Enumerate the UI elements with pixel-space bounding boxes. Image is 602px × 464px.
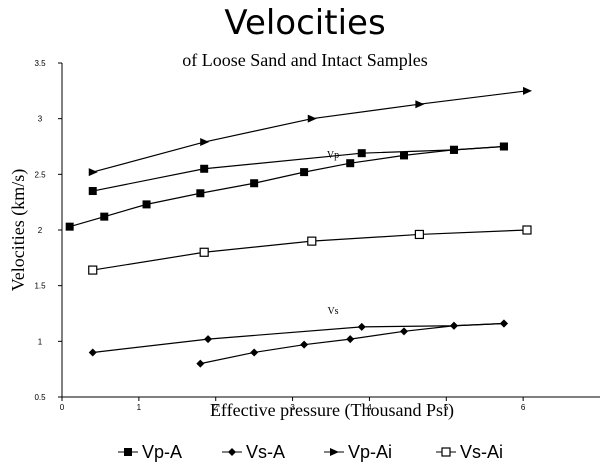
data-point-vp-ai: [88, 168, 98, 177]
data-point-vs-ai: [307, 236, 317, 246]
x-tick-label: 5: [444, 403, 449, 412]
x-tick-label: 2: [213, 403, 218, 412]
x-tick-label: 4: [367, 403, 372, 412]
data-point-vp-ai: [522, 86, 532, 95]
data-point-series-5: [499, 319, 508, 328]
data-point-vp-a: [100, 212, 109, 221]
legend-marker-vp-ai: [330, 448, 339, 456]
x-tick-label: 1: [137, 403, 142, 412]
data-point-vs-a: [400, 327, 409, 336]
y-tick-label: 3: [38, 115, 43, 124]
data-point-vp-ai: [415, 100, 425, 109]
legend-marker-vp-a: [124, 448, 132, 456]
legend-label-vs-ai: Vs-Ai: [460, 442, 503, 462]
data-point-series-4: [200, 164, 209, 173]
data-point-vs-a: [196, 359, 205, 368]
y-tick-label: 0.5: [34, 393, 46, 402]
data-point-vs-ai: [414, 229, 424, 240]
legend-marker-vs-a: [228, 448, 236, 456]
data-point-series-5: [357, 322, 366, 331]
data-point-series-5: [204, 335, 213, 344]
legend-marker-vs-ai: [441, 447, 451, 457]
data-point-vp-a: [196, 189, 205, 198]
y-tick-label: 1.5: [34, 282, 46, 291]
data-point-series-4: [88, 187, 97, 196]
data-point-series-5: [449, 321, 458, 330]
chart-subtitle: of Loose Sand and Intact Samples: [182, 50, 427, 70]
series-line-series-5: [92, 322, 504, 354]
data-point-series-4: [499, 142, 508, 151]
y-tick-label: 2.5: [34, 170, 46, 179]
series-line-vs-ai: [92, 229, 528, 271]
data-point-vp-ai: [200, 138, 210, 147]
data-point-vs-a: [300, 340, 309, 349]
chart-title: Velocities: [224, 3, 385, 43]
data-point-series-4: [357, 149, 366, 158]
legend: Vp-A Vs-A Vp-Ai Vs-Ai: [118, 442, 503, 462]
data-point-vp-ai: [307, 114, 317, 123]
data-point-vs-ai: [522, 225, 532, 235]
annotation-vs: Vs: [327, 306, 338, 317]
data-point-vs-a: [250, 348, 259, 357]
series-line-vp-a: [69, 145, 504, 228]
y-tick-label: 2: [38, 226, 43, 235]
data-point-vp-a: [300, 168, 309, 177]
legend-label-vs-a: Vs-A: [246, 442, 285, 462]
series-line-vp-ai: [92, 90, 528, 173]
series-line-vs-a: [200, 322, 504, 365]
data-point-vp-a: [400, 151, 409, 160]
data-point-vs-ai: [199, 247, 209, 257]
y-axis-label: Velocities (km/s): [8, 169, 29, 291]
y-tick-label: 3.5: [34, 59, 46, 68]
x-axis-label: Effective pressure (Thousand Psi): [210, 400, 454, 421]
annotation-vp: Vp: [327, 150, 339, 161]
legend-label-vp-a: Vp-A: [142, 442, 182, 462]
data-point-vp-a: [250, 179, 259, 188]
data-point-series-5: [88, 348, 97, 357]
data-point-vp-a: [65, 222, 74, 231]
x-tick-label: 3: [290, 403, 295, 412]
y-tick-label: 1: [38, 337, 43, 346]
data-point-vp-a: [346, 159, 355, 168]
data-point-vs-a: [346, 335, 355, 344]
legend-label-vp-ai: Vp-Ai: [348, 442, 392, 462]
data-point-vp-a: [142, 200, 151, 209]
data-point-series-4: [449, 145, 458, 154]
x-tick-label: 6: [521, 403, 526, 412]
series-line-series-4: [92, 145, 504, 192]
data-point-vs-ai: [88, 265, 98, 275]
x-tick-label: 0: [60, 403, 65, 412]
